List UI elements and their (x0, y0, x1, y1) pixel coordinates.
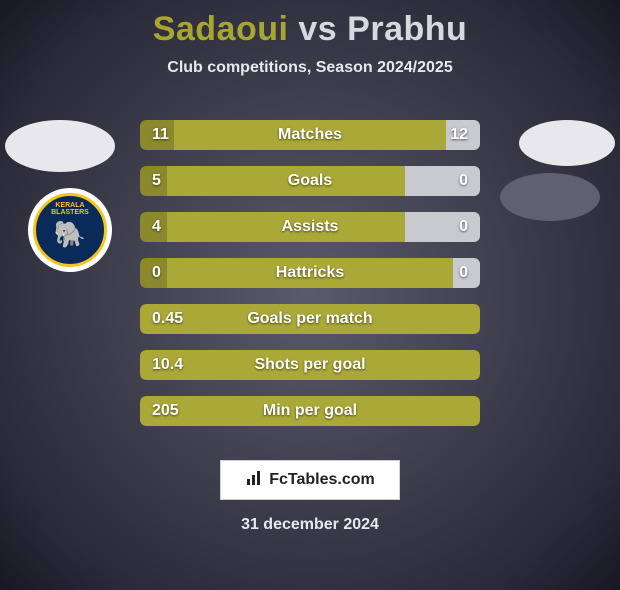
player2-photo (519, 120, 615, 166)
vs-text: vs (298, 10, 337, 48)
stat-row: 0.45Goals per match (140, 304, 480, 334)
stat-bars: 1112Matches 50Goals 40Assists 00Hattricks 0.… (140, 120, 480, 442)
stat-row: 00Hattricks (140, 258, 480, 288)
comparison-title: Sadaoui vs Prabhu (0, 10, 620, 49)
stat-label: Hattricks (140, 258, 480, 288)
date: 31 december 2024 (0, 516, 620, 534)
stat-label: Assists (140, 212, 480, 242)
stat-row: 205Min per goal (140, 396, 480, 426)
stat-label: Shots per goal (140, 350, 480, 380)
player1-club-badge: KERALA BLASTERS 🐘 (28, 188, 112, 272)
stat-row: 40Assists (140, 212, 480, 242)
stat-row: 1112Matches (140, 120, 480, 150)
chart-icon (245, 469, 263, 492)
stat-label: Min per goal (140, 396, 480, 426)
club-badge-text: KERALA BLASTERS (36, 202, 104, 216)
club-badge-inner: KERALA BLASTERS 🐘 (33, 193, 107, 267)
stat-row: 10.4Shots per goal (140, 350, 480, 380)
elephant-icon: 🐘 (54, 219, 86, 250)
attribution-box[interactable]: FcTables.com (220, 460, 400, 500)
stat-row: 50Goals (140, 166, 480, 196)
player1-name: Sadaoui (153, 10, 289, 48)
stat-label: Goals per match (140, 304, 480, 334)
attribution-text: FcTables.com (269, 471, 375, 489)
player2-club-badge (500, 173, 600, 221)
stat-label: Matches (140, 120, 480, 150)
subtitle: Club competitions, Season 2024/2025 (0, 59, 620, 77)
stat-label: Goals (140, 166, 480, 196)
player2-name: Prabhu (347, 10, 467, 48)
player1-photo (5, 120, 115, 172)
